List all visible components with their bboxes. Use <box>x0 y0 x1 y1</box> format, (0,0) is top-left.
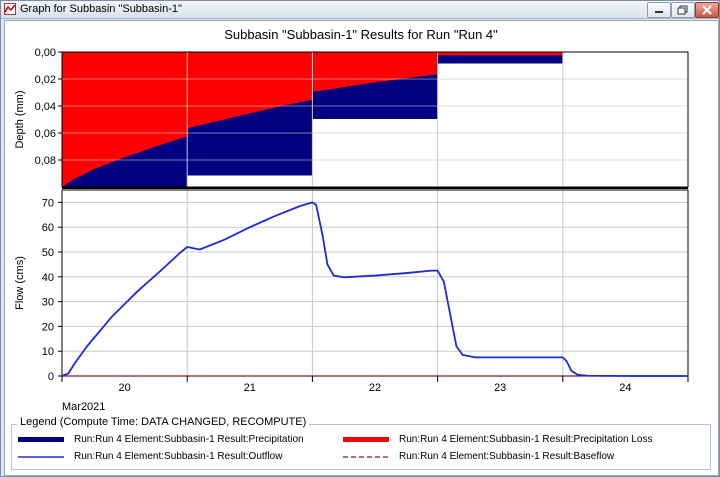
x-tick-label: 22 <box>369 382 381 394</box>
legend-label-precipitation: Run:Run 4 Element:Subbasin-1 Result:Prec… <box>74 434 304 445</box>
depth-tick-label: 0,00 <box>35 47 56 59</box>
window-title: Graph for Subbasin "Subbasin-1" <box>20 3 182 15</box>
x-tick-label: 20 <box>118 382 130 394</box>
flow-plot-area <box>62 190 688 376</box>
depth-tick-label: 0,04 <box>35 101 56 113</box>
x-tick-label: 24 <box>619 382 631 394</box>
depth-axis-title: Depth (mm) <box>14 90 26 148</box>
legend-label-baseflow: Run:Run 4 Element:Subbasin-1 Result:Base… <box>399 451 615 462</box>
chart-title: Subbasin "Subbasin-1" Results for Run "R… <box>224 27 498 42</box>
x-tick-label: 21 <box>244 382 256 394</box>
results-chart[interactable]: Subbasin "Subbasin-1" Results for Run "R… <box>5 21 718 475</box>
legend-title: Legend (Compute Time: DATA CHANGED, RECO… <box>17 416 310 428</box>
outflow-line <box>61 201 688 377</box>
restore-icon <box>677 5 688 15</box>
close-icon <box>702 5 712 15</box>
minimize-icon <box>655 11 663 13</box>
legend-label-precipitation-loss: Run:Run 4 Element:Subbasin-1 Result:Prec… <box>399 434 653 445</box>
legend-box <box>11 424 711 470</box>
flow-tick-label: 50 <box>42 247 54 259</box>
depth-tick-label: 0,02 <box>35 74 56 86</box>
legend-swatch-precipitation-loss <box>343 437 389 442</box>
x-tick-label: 23 <box>494 382 506 394</box>
flow-axis-title: Flow (cms) <box>14 256 26 310</box>
chart-panel: Subbasin "Subbasin-1" Results for Run "R… <box>4 20 719 476</box>
legend-swatch-outflow <box>18 456 64 458</box>
maximize-button[interactable] <box>671 2 695 18</box>
flow-tick-label: 60 <box>42 222 54 234</box>
depth-tick-label: 0,08 <box>35 155 56 167</box>
app-icon <box>4 3 16 15</box>
legend-swatch-precipitation <box>18 437 64 442</box>
legend-swatch-baseflow <box>343 456 389 458</box>
x-axis-label: Mar2021 <box>62 401 105 413</box>
flow-tick-label: 0 <box>48 371 54 383</box>
flow-tick-label: 20 <box>42 321 54 333</box>
depth-tick-label: 0,06 <box>35 128 56 140</box>
close-button[interactable] <box>695 2 719 18</box>
legend-label-outflow: Run:Run 4 Element:Subbasin-1 Result:Outf… <box>74 451 283 462</box>
flow-tick-label: 70 <box>42 197 54 209</box>
minimize-button[interactable] <box>647 2 671 18</box>
title-bar[interactable]: Graph for Subbasin "Subbasin-1" <box>1 1 719 19</box>
flow-tick-label: 40 <box>42 272 54 284</box>
flow-tick-label: 30 <box>42 297 54 309</box>
flow-tick-label: 10 <box>42 346 54 358</box>
